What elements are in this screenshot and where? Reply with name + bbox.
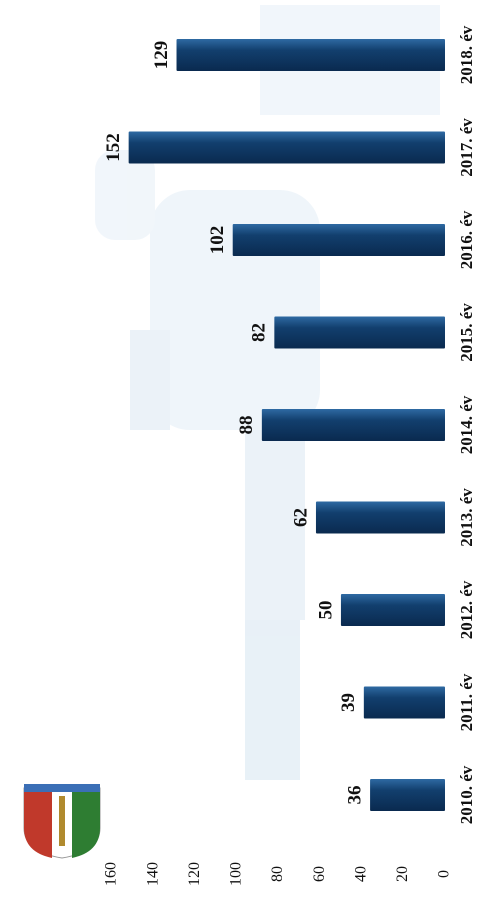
- data-label-1: 36: [344, 786, 365, 805]
- category-label-1: 2010. év: [457, 765, 476, 824]
- data-label-9: 129: [151, 41, 172, 70]
- bar-4: [315, 501, 445, 534]
- value-tick-0: 0: [436, 870, 453, 878]
- category-label-6: 2015. év: [457, 303, 476, 362]
- bar-2: [363, 686, 445, 719]
- value-tick-100: 100: [228, 862, 245, 886]
- category-label-8: 2017. év: [457, 118, 476, 177]
- bar-9: [176, 39, 446, 71]
- category-label-2: 2011. év: [457, 673, 476, 731]
- value-tick-60: 60: [311, 866, 328, 882]
- data-label-4: 62: [290, 508, 311, 527]
- data-label-7: 102: [207, 226, 228, 255]
- category-label-7: 2016. év: [457, 210, 476, 269]
- value-tick-80: 80: [269, 866, 286, 882]
- value-tick-160: 160: [103, 862, 120, 886]
- category-label-4: 2013. év: [457, 488, 476, 547]
- value-tick-40: 40: [352, 866, 369, 882]
- background-photo: [95, 5, 440, 780]
- value-tick-140: 140: [144, 862, 161, 886]
- category-label-9: 2018. év: [457, 25, 476, 84]
- bar-3: [340, 594, 445, 626]
- data-label-3: 50: [315, 601, 336, 620]
- bar-8: [128, 131, 445, 164]
- bar-5: [261, 409, 445, 441]
- data-label-2: 39: [338, 693, 359, 712]
- data-label-5: 88: [236, 416, 257, 435]
- data-label-8: 152: [103, 133, 124, 162]
- bar-7: [232, 224, 445, 256]
- crest-icon: [23, 784, 101, 859]
- value-tick-120: 120: [186, 862, 203, 886]
- data-label-6: 82: [249, 323, 270, 342]
- bar-1: [370, 779, 445, 811]
- category-label-3: 2012. év: [457, 580, 476, 639]
- category-label-5: 2014. év: [457, 395, 476, 454]
- bar-6: [274, 316, 445, 349]
- value-tick-20: 20: [394, 866, 411, 882]
